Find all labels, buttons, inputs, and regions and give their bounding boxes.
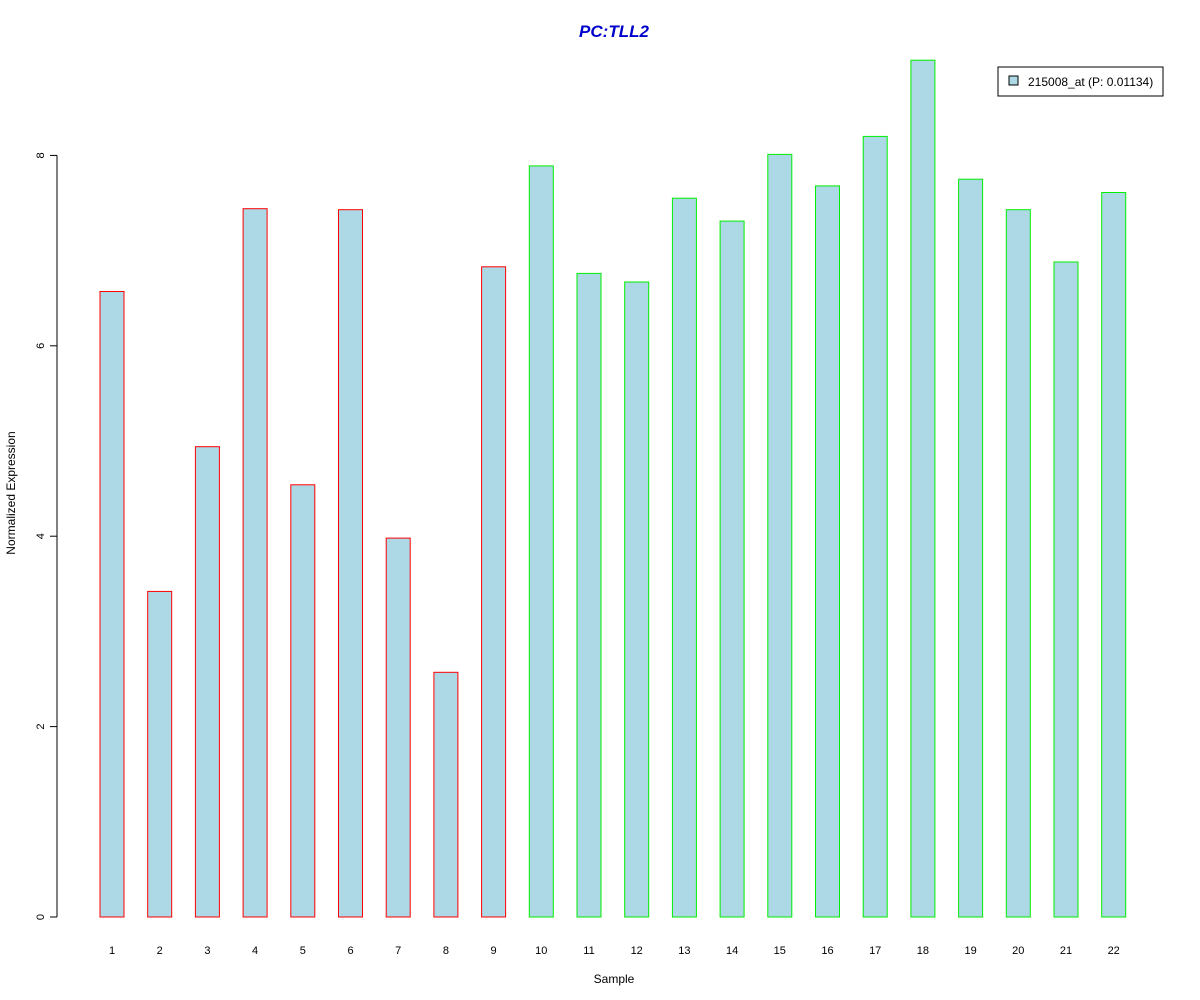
- bar-sample-8: [433, 671, 459, 918]
- bar-sample-21: [1053, 261, 1079, 918]
- x-tick-label: 12: [631, 945, 643, 957]
- bar-sample-14: [719, 220, 745, 918]
- chart-title: PC:TLL2: [579, 22, 649, 41]
- x-tick-labels: 1 2 3 4 5 6 7 8 9 10 11 12 13 14 15 16 17 18 19 20 21 22: [109, 945, 1120, 957]
- x-tick-label: 9: [491, 945, 497, 957]
- x-tick-label: 21: [1060, 945, 1072, 957]
- legend-box: [997, 66, 1164, 97]
- bar-sample-9: [481, 266, 507, 918]
- x-tick-label: 6: [347, 945, 353, 957]
- x-axis-label: Sample: [594, 972, 635, 986]
- bar-sample-2: [147, 590, 173, 918]
- x-tick-label: 22: [1108, 945, 1120, 957]
- x-tick-label: 20: [1012, 945, 1024, 957]
- bar-sample-18: [910, 59, 936, 918]
- x-tick-label: 18: [917, 945, 929, 957]
- x-tick-label: 15: [774, 945, 786, 957]
- y-tick-label: 8: [35, 152, 47, 158]
- bar-sample-12: [624, 281, 650, 918]
- bar-sample-13: [671, 197, 697, 918]
- bar-sample-16: [815, 185, 840, 918]
- x-tick-label: 10: [535, 945, 547, 957]
- x-tick-label: 19: [964, 945, 976, 957]
- y-tick-label: 4: [35, 533, 47, 539]
- legend-swatch: [1008, 75, 1019, 86]
- x-tick-label: 5: [300, 945, 306, 957]
- x-tick-label: 3: [204, 945, 210, 957]
- bar-sample-15: [767, 153, 793, 918]
- legend-entry-label: 215008_at (P: 0.01134): [1028, 75, 1153, 89]
- bar-sample-4: [242, 208, 268, 918]
- bar-sample-22: [1101, 192, 1127, 918]
- bar-sample-11: [576, 272, 602, 918]
- x-tick-label: 14: [726, 945, 738, 957]
- bar-sample-1: [99, 291, 125, 918]
- x-tick-label: 7: [395, 945, 401, 957]
- bar-sample-19: [958, 178, 984, 918]
- bar-sample-10: [528, 165, 554, 918]
- y-axis-label: Normalized Expression: [4, 431, 18, 554]
- y-ticks: 0 2 4 6 8: [35, 152, 57, 920]
- x-tick-label: 4: [252, 945, 258, 957]
- bar-sample-20: [1005, 209, 1031, 918]
- x-tick-label: 17: [869, 945, 881, 957]
- y-axis: 0 2 4 6 8: [35, 152, 58, 920]
- bar-sample-6: [338, 209, 363, 918]
- legend: 215008_at (P: 0.01134): [997, 66, 1164, 97]
- x-tick-label: 2: [157, 945, 163, 957]
- y-tick-label: 2: [35, 724, 47, 730]
- bar-sample-17: [862, 135, 888, 918]
- y-tick-label: 6: [35, 343, 47, 349]
- x-tick-label: 1: [109, 945, 115, 957]
- bar-sample-3: [194, 446, 220, 918]
- bars: [99, 59, 1127, 918]
- x-tick-label: 13: [678, 945, 690, 957]
- x-tick-label: 11: [583, 945, 594, 957]
- x-tick-label: 8: [443, 945, 449, 957]
- x-tick-label: 16: [821, 945, 833, 957]
- bar-sample-7: [385, 537, 411, 918]
- bar-sample-5: [290, 484, 316, 918]
- y-tick-label: 0: [35, 914, 47, 920]
